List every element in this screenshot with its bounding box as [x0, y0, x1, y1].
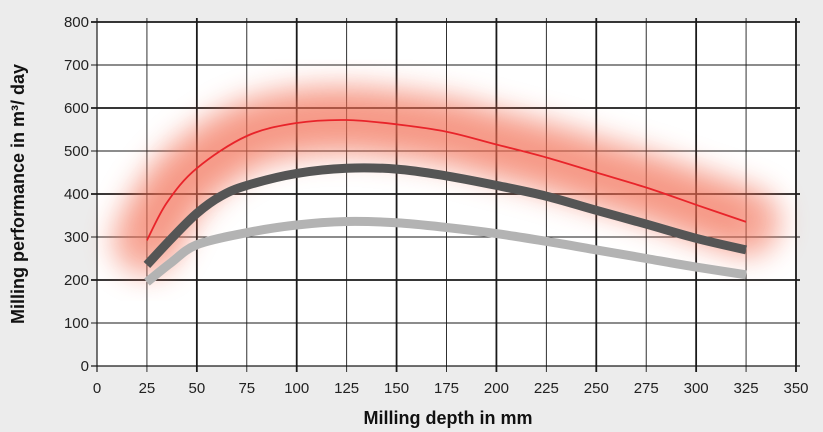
- x-tick-label: 75: [238, 380, 255, 397]
- y-tick-label: 700: [64, 57, 89, 74]
- y-tick-label: 300: [64, 229, 89, 246]
- x-tick-label: 25: [139, 380, 156, 397]
- y-axis-title: Milling performance in m³/ day: [8, 64, 28, 324]
- series-lines: [143, 119, 748, 286]
- x-tick-label: 125: [334, 380, 359, 397]
- x-axis-title: Milling depth in mm: [364, 408, 533, 428]
- x-tick-label: 100: [284, 380, 309, 397]
- y-tick-labels: 0 100 200 300 400 500 600 700 800: [64, 14, 89, 375]
- y-tick-label: 400: [64, 186, 89, 203]
- x-tick-label: 150: [384, 380, 409, 397]
- x-tick-label: 350: [783, 380, 808, 397]
- x-tick-label: 325: [734, 380, 759, 397]
- x-tick-label: 175: [434, 380, 459, 397]
- y-tick-label: 500: [64, 143, 89, 160]
- axes: [91, 18, 800, 372]
- y-tick-label: 200: [64, 272, 89, 289]
- x-tick-label: 300: [684, 380, 709, 397]
- x-tick-label: 250: [584, 380, 609, 397]
- y-tick-label: 800: [64, 14, 89, 31]
- y-tick-label: 100: [64, 315, 89, 332]
- x-tick-label: 200: [484, 380, 509, 397]
- x-tick-label: 0: [93, 380, 101, 397]
- x-tick-label: 275: [634, 380, 659, 397]
- series-line-1: [143, 163, 748, 268]
- y-tick-label: 600: [64, 100, 89, 117]
- series-line-0: [146, 119, 747, 241]
- y-tick-label: 0: [81, 358, 89, 375]
- x-tick-label: 50: [189, 380, 206, 397]
- x-tick-label: 225: [534, 380, 559, 397]
- x-tick-labels: 0 25 50 75 100 125 150 175 200 225 250 275 300 325 350: [93, 380, 809, 397]
- series-line-2: [144, 216, 747, 286]
